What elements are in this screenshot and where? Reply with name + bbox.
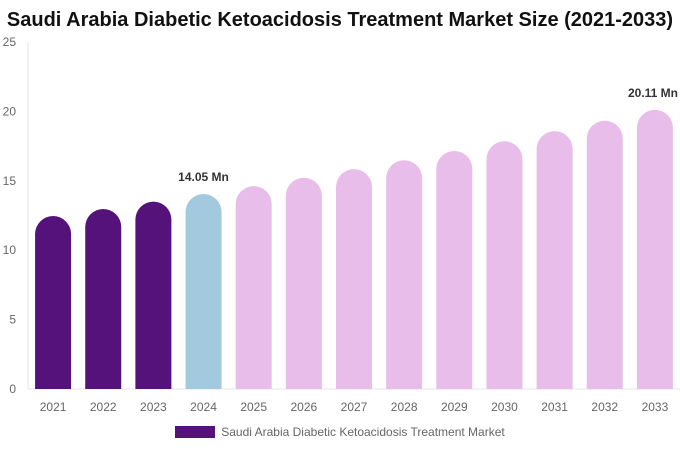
y-tick-label: 0 <box>9 382 16 396</box>
x-tick-label: 2031 <box>541 400 568 414</box>
legend-label: Saudi Arabia Diabetic Ketoacidosis Treat… <box>221 425 505 439</box>
x-tick-label: 2027 <box>341 400 368 414</box>
bar-2026 <box>285 177 322 389</box>
bar-2024 <box>185 193 222 389</box>
x-tick-label: 2028 <box>391 400 418 414</box>
x-tick-label: 2033 <box>642 400 669 414</box>
bar-2023 <box>135 201 172 389</box>
x-tick-label: 2026 <box>290 400 317 414</box>
x-tick-label: 2029 <box>441 400 468 414</box>
x-tick-label: 2030 <box>491 400 518 414</box>
bar-2031 <box>536 131 573 389</box>
bar-2025 <box>235 186 272 389</box>
x-tick-label: 2024 <box>190 400 217 414</box>
legend: Saudi Arabia Diabetic Ketoacidosis Treat… <box>0 425 680 439</box>
bar-2030 <box>486 141 523 389</box>
legend-swatch <box>175 426 216 438</box>
data-label-2024: 14.05 Mn <box>178 170 229 184</box>
bar-2029 <box>436 150 473 389</box>
bar-2028 <box>386 160 423 389</box>
y-tick-label: 5 <box>9 313 16 327</box>
x-tick-label: 2025 <box>240 400 267 414</box>
bar-2033 <box>636 109 673 389</box>
x-tick-label: 2021 <box>40 400 67 414</box>
bar-2032 <box>586 120 623 390</box>
y-tick-label: 20 <box>3 104 17 118</box>
bar-2021 <box>35 216 72 389</box>
y-tick-label: 25 <box>3 35 17 49</box>
bar-2022 <box>85 208 122 389</box>
chart-title: Saudi Arabia Diabetic Ketoacidosis Treat… <box>6 9 674 31</box>
y-tick-label: 10 <box>3 243 17 257</box>
x-tick-label: 2023 <box>140 400 167 414</box>
data-label-2033: 20.11 Mn <box>628 86 678 100</box>
x-tick-label: 2032 <box>591 400 618 414</box>
y-tick-label: 15 <box>3 174 17 188</box>
bar-2027 <box>336 169 372 389</box>
x-tick-label: 2022 <box>90 400 117 414</box>
